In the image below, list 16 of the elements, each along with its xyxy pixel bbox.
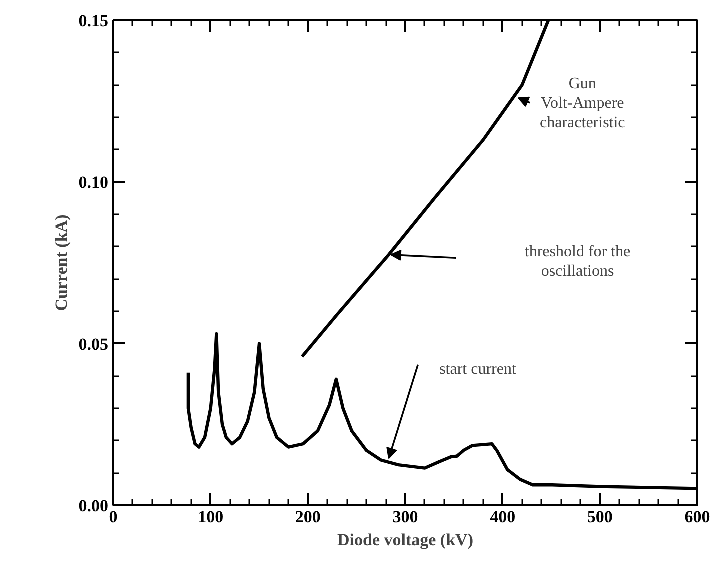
x-tick-label: 100 xyxy=(198,508,224,526)
y-tick-label: 0.05 xyxy=(78,334,108,354)
y-tick-label: 0.15 xyxy=(78,12,108,30)
annotation: threshold for the oscillations xyxy=(524,244,631,280)
y-axis-title: Current (kA) xyxy=(52,214,71,312)
y-tick-label: 0.00 xyxy=(78,496,108,516)
x-tick-label: 300 xyxy=(392,508,418,526)
x-tick-label: 200 xyxy=(295,508,321,526)
annotation: Gun Volt-Ampere characteristic xyxy=(540,75,626,132)
x-tick-label: 600 xyxy=(684,508,710,526)
y-tick-label: 0.10 xyxy=(78,173,108,192)
x-tick-label: 500 xyxy=(587,508,613,526)
x-tick-label: 0 xyxy=(109,508,118,526)
x-axis-title: Diode voltage (kV) xyxy=(338,530,474,550)
annotation: start current xyxy=(440,361,517,378)
x-tick-label: 400 xyxy=(490,508,516,526)
